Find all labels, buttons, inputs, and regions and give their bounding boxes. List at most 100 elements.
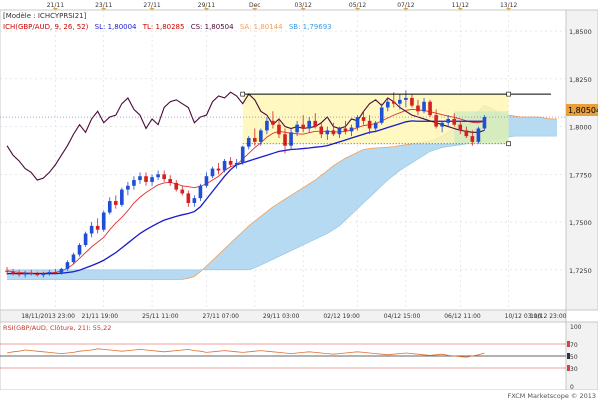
candle	[41, 271, 46, 278]
candle-body	[29, 272, 34, 275]
candle-body	[416, 105, 420, 112]
candle	[428, 99, 432, 118]
level-handle-bottom	[506, 141, 511, 147]
bottom-time-label: 11/12 23:00	[530, 313, 567, 320]
candle-body	[180, 189, 185, 194]
candle-body	[95, 225, 100, 230]
candle-body	[35, 274, 40, 276]
candle	[404, 90, 408, 108]
candle	[349, 124, 354, 137]
candle-body	[325, 130, 330, 135]
candle	[216, 162, 221, 175]
rsi-level-marker	[567, 365, 570, 371]
candle-body	[198, 185, 203, 199]
price-tick-label: 1,7500	[569, 219, 592, 227]
candle-body	[23, 272, 27, 275]
candle-body	[216, 168, 221, 171]
candle-body	[107, 201, 112, 213]
candle-body	[446, 118, 451, 123]
candle	[77, 243, 82, 257]
candle-body	[271, 120, 275, 125]
candle-body	[265, 120, 269, 131]
candle-body	[83, 233, 88, 245]
candle	[246, 136, 251, 150]
kijun-sen-line	[7, 120, 485, 275]
candle-body	[138, 176, 142, 181]
footer-strip	[0, 390, 598, 400]
candle-body	[192, 198, 197, 203]
bottom-time-label: 21/11 19:00	[82, 313, 119, 320]
candle-body	[277, 124, 281, 135]
candle	[289, 128, 293, 150]
candle	[23, 270, 27, 278]
candle-body	[210, 168, 215, 177]
candle	[452, 113, 457, 127]
pattern-boxes	[242, 94, 509, 144]
candle	[53, 268, 58, 275]
candle	[422, 97, 426, 114]
candle	[162, 170, 166, 182]
candle	[331, 122, 336, 137]
rsi-line	[6, 348, 485, 358]
level-handle-left	[240, 91, 246, 97]
legend-tl: TL: 1,80285	[142, 23, 185, 31]
bottom-time-label: 04/12 15:00	[384, 313, 421, 320]
candle-body	[53, 272, 58, 274]
candle-body	[234, 162, 239, 165]
rsi-tick-label: 0	[570, 384, 574, 391]
candle-body	[252, 138, 257, 142]
candle	[156, 170, 160, 181]
candle	[277, 118, 281, 139]
bottom-time-label: 02/12 19:00	[323, 313, 360, 320]
level-lines[interactable]	[0, 91, 566, 147]
rsi-tick-label: 70	[570, 342, 578, 349]
cloud-fill	[7, 105, 557, 280]
price-plot-area	[0, 9, 567, 311]
candle	[59, 267, 64, 275]
price-tick-label: 1,8000	[569, 124, 592, 132]
candle-body	[222, 160, 227, 171]
candles	[5, 90, 487, 278]
candle-body	[385, 101, 390, 108]
legend-cs: CS: 1,80504	[191, 23, 234, 31]
candle-body	[301, 124, 305, 129]
current-price-label: 1,80504	[568, 106, 598, 115]
candle-body	[47, 272, 52, 274]
rsi-level-marker	[567, 353, 570, 359]
rsi-legend: RSI(GBP/AUD, Clôture, 21): 55,22	[3, 324, 111, 332]
candle-body	[379, 107, 384, 123]
top-time-label: 13/12	[500, 2, 517, 9]
top-time-label: 21/11	[47, 2, 64, 9]
candle	[265, 117, 269, 135]
top-time-label: 07/12	[397, 2, 414, 9]
candle	[180, 185, 185, 196]
candle-body	[5, 270, 9, 272]
candle	[367, 115, 372, 135]
candle	[373, 120, 378, 133]
candle	[319, 122, 324, 139]
candle-body	[337, 128, 342, 135]
candle	[5, 266, 9, 275]
candle	[434, 109, 438, 129]
candle	[446, 115, 451, 127]
candle-body	[144, 176, 148, 182]
top-time-label: 05/12	[349, 2, 366, 9]
candle-body	[349, 127, 354, 132]
rsi-axis	[565, 321, 598, 391]
candle-body	[228, 160, 233, 165]
price-axis	[565, 9, 598, 311]
candle	[138, 172, 142, 184]
candle	[259, 128, 263, 146]
candle	[204, 172, 209, 188]
candle	[343, 120, 348, 135]
candle	[313, 113, 318, 129]
candle-body	[313, 120, 318, 127]
candle-body	[307, 120, 312, 129]
candle	[458, 120, 463, 135]
candle-body	[458, 124, 463, 131]
top-time-label: Dec	[249, 2, 261, 9]
candle-body	[476, 128, 481, 142]
candle	[240, 145, 245, 165]
candle-body	[126, 185, 130, 190]
